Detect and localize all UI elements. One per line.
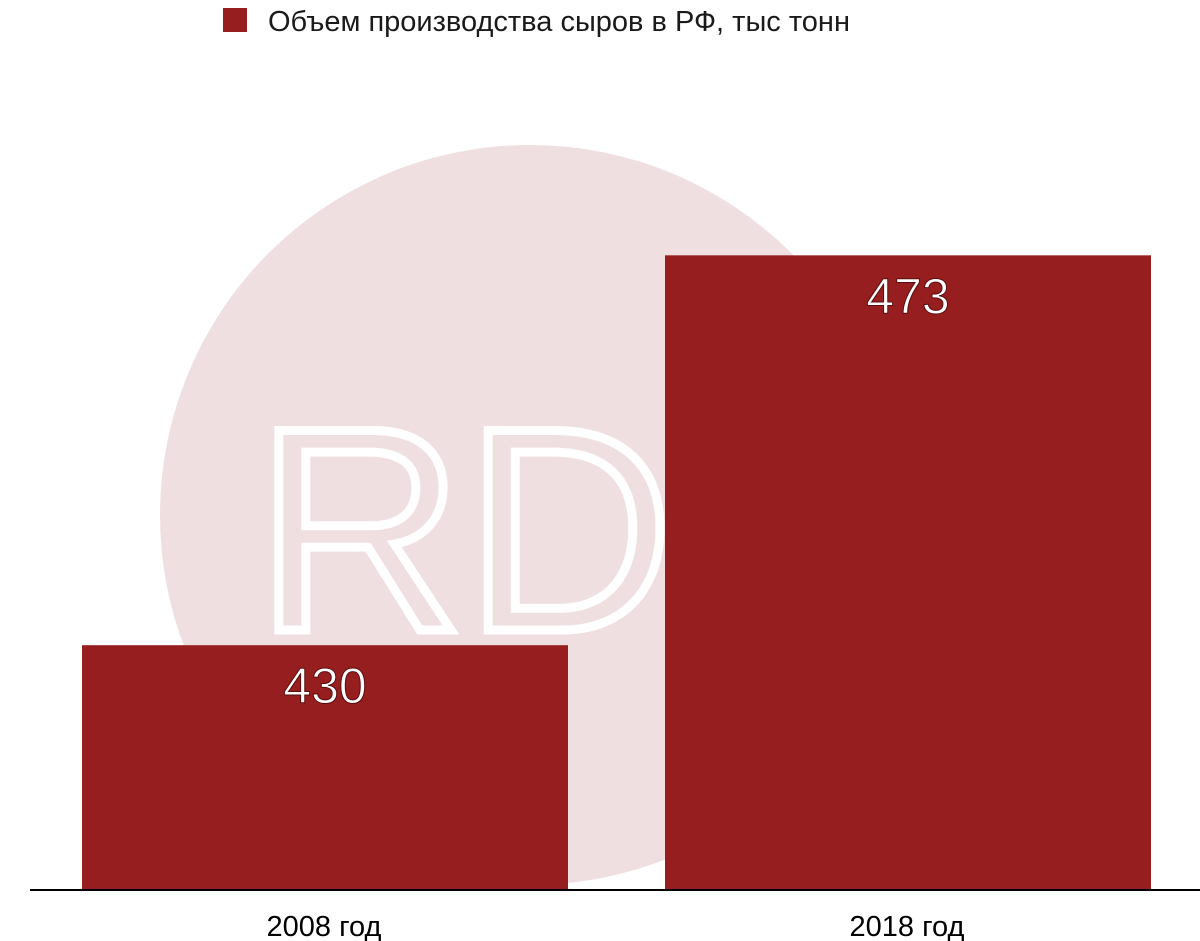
legend-label: Объем производства сыров в РФ, тыс тонн — [268, 6, 850, 38]
bar — [82, 645, 568, 890]
bars: 430 473 — [82, 255, 1151, 891]
legend-swatch — [223, 8, 247, 32]
data-label: 473 — [866, 268, 949, 324]
x-tick-label: 2008 год — [267, 911, 382, 941]
x-tick-label: 2018 год — [850, 911, 965, 941]
bar — [665, 255, 1151, 891]
legend: Объем производства сыров в РФ, тыс тонн — [223, 6, 850, 38]
data-label: 430 — [283, 658, 366, 714]
x-axis: 2008 год 2018 год — [267, 911, 965, 941]
